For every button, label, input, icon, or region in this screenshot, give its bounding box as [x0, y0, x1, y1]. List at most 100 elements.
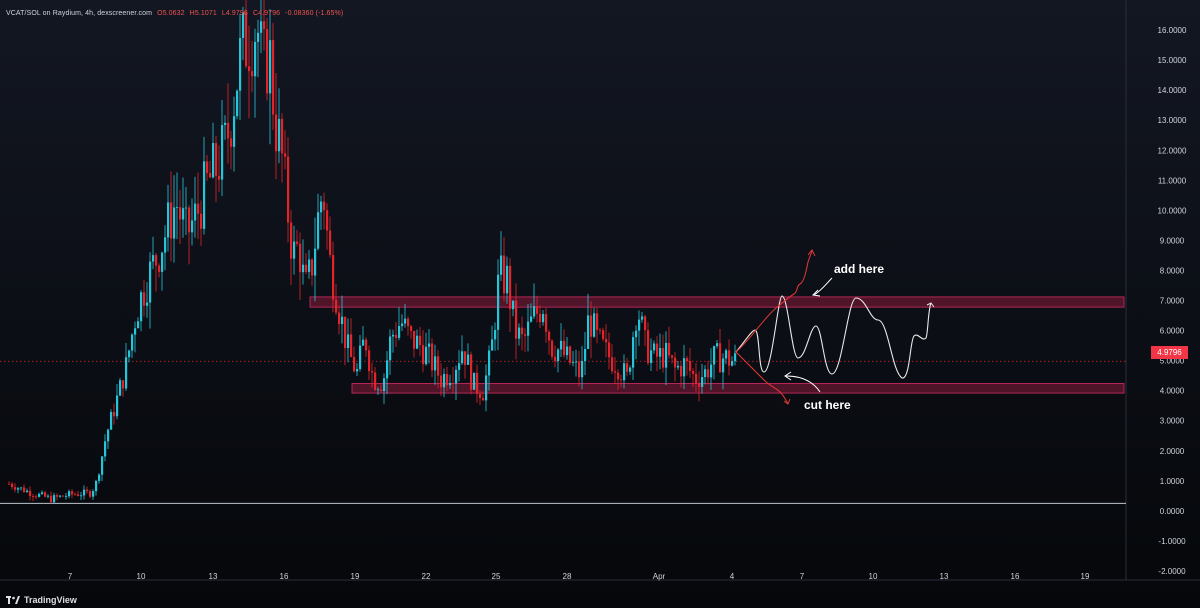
candle-body	[611, 357, 614, 372]
candle-body	[284, 153, 287, 157]
candle-body	[536, 306, 539, 314]
candle-body	[311, 259, 314, 276]
candle-body	[539, 313, 542, 323]
candle-body	[671, 355, 674, 358]
candle-body	[14, 487, 17, 490]
candle-body	[449, 383, 452, 386]
candle-body	[278, 118, 281, 152]
candle-body	[410, 326, 413, 331]
resistance-zone	[309, 296, 1125, 308]
candle-body	[494, 329, 497, 340]
candle-body	[218, 175, 221, 180]
candle-body	[692, 370, 695, 374]
candle-body	[521, 327, 524, 335]
candle-body	[26, 490, 29, 493]
candle-body	[23, 487, 26, 493]
candle-body	[368, 350, 371, 372]
candle-body	[344, 316, 347, 349]
candle-body	[83, 489, 86, 496]
candle-body	[146, 302, 149, 306]
candle-body	[59, 495, 62, 497]
candle-body	[665, 342, 668, 368]
candle-body	[464, 351, 467, 365]
x-tick-label: 28	[563, 572, 572, 581]
candle-body	[533, 306, 536, 317]
candle-body	[167, 202, 170, 238]
candle-body	[659, 348, 662, 357]
candle-body	[728, 350, 731, 366]
candle-body	[527, 321, 530, 336]
candle-body	[137, 321, 140, 329]
x-tick-label: 22	[422, 572, 431, 581]
candle-body	[92, 491, 95, 497]
candle-body	[8, 483, 11, 485]
projected-path	[735, 295, 932, 379]
candle-body	[431, 343, 434, 371]
breakdown-arrow	[735, 351, 789, 405]
candle-body	[119, 380, 122, 396]
candle-body	[20, 487, 23, 489]
candle-body	[602, 330, 605, 339]
candle-body	[482, 398, 485, 401]
candle-body	[704, 369, 707, 378]
y-tick-label: 6.0000	[1160, 327, 1185, 336]
candle-body	[596, 313, 599, 330]
candle-body	[209, 173, 212, 178]
candle-body	[221, 125, 224, 180]
candle-body	[287, 156, 290, 223]
breakdown-arrow-head	[783, 398, 791, 405]
candle-body	[32, 496, 35, 497]
candle-body	[656, 343, 659, 357]
candle-body	[107, 429, 110, 442]
candle-body	[260, 21, 263, 33]
candle-body	[446, 373, 449, 386]
candle-body	[647, 330, 650, 364]
low-value: L4.9796	[221, 10, 248, 17]
candle-body	[584, 348, 587, 362]
candle-body	[56, 495, 59, 497]
candle-body	[713, 346, 716, 365]
y-tick-label: 12.0000	[1158, 146, 1187, 155]
candle-body	[569, 346, 572, 363]
candle-body	[308, 259, 311, 272]
y-tick-label: 8.0000	[1160, 266, 1185, 275]
candle-body	[326, 210, 329, 231]
candle-body	[293, 241, 296, 259]
candle-body	[113, 412, 116, 417]
candle-body	[65, 496, 68, 497]
candle-body	[440, 375, 443, 388]
x-tick-label: 7	[800, 572, 805, 581]
change-value: -0.08360 (-1.65%)	[285, 10, 344, 17]
candle-body	[551, 340, 554, 357]
candle-body	[524, 334, 527, 336]
candle-body	[275, 114, 278, 152]
candle-body	[353, 357, 356, 372]
candle-body	[134, 328, 137, 335]
candle-body	[320, 201, 323, 213]
candle-body	[53, 495, 56, 503]
candle-body	[416, 335, 419, 349]
tradingview-footer[interactable]: TradingView	[6, 595, 77, 605]
candle-body	[677, 365, 680, 368]
candle-body	[380, 389, 383, 392]
candle-body	[614, 371, 617, 373]
y-tick-label: 4.0000	[1160, 387, 1185, 396]
candle-body	[734, 353, 737, 362]
candle-body	[35, 496, 38, 498]
candle-body	[335, 299, 338, 313]
candle-body	[164, 237, 167, 253]
candle-body	[698, 383, 701, 387]
candle-body	[425, 346, 428, 365]
x-tick-label: 16	[1011, 572, 1020, 581]
candle-body	[650, 350, 653, 364]
candle-body	[392, 334, 395, 337]
candle-body	[314, 248, 317, 276]
candle-body	[182, 208, 185, 220]
candle-body	[686, 358, 689, 362]
candle-body	[233, 116, 236, 147]
candle-body	[290, 222, 293, 259]
y-tick-label: 10.0000	[1158, 206, 1187, 215]
candle-body	[473, 372, 476, 390]
